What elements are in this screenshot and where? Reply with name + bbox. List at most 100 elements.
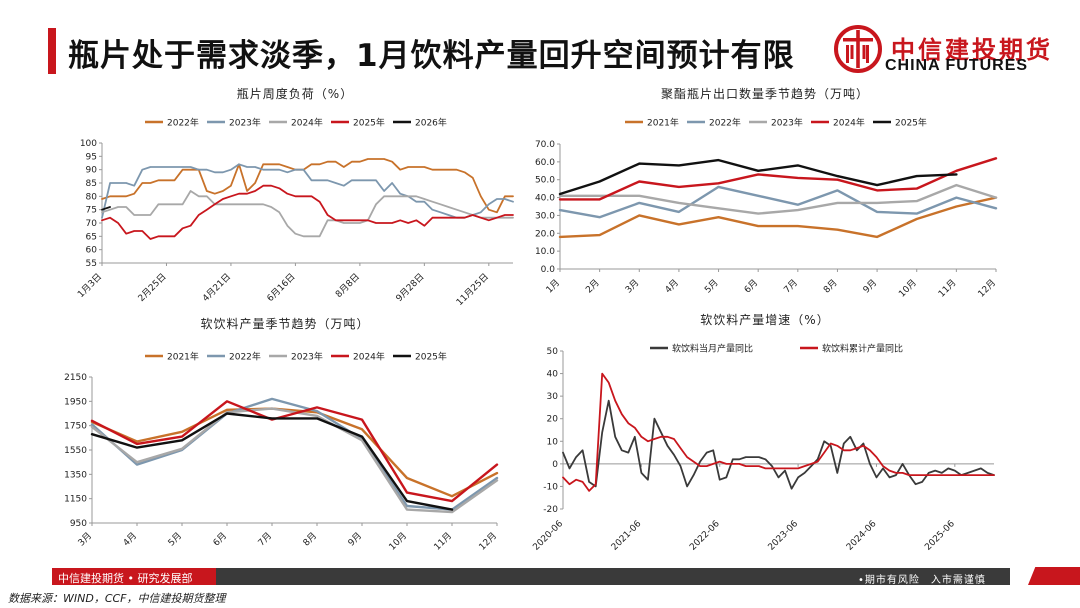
y-tick-label: 50 <box>547 347 559 357</box>
chart-svg: 瓶片周度负荷（%） 2022年 2023年 2024年 2025年 2026年 55 60 65… <box>76 86 514 308</box>
x-tick-label: 1月 <box>544 277 562 295</box>
footer-red-block <box>52 568 216 585</box>
y-tick-label: 90 <box>86 166 98 176</box>
legend-label: 2023年 <box>229 117 261 129</box>
x-tick-label: 2020-06 <box>531 519 565 553</box>
y-tick-label: 1550 <box>64 446 87 456</box>
brand-logo: 中信建投期货 CHINA FUTURES <box>833 24 1073 80</box>
x-tick-label: 6月 <box>211 530 229 548</box>
y-tick-label: 20 <box>547 415 559 425</box>
y-tick-label: 20.0 <box>535 229 555 239</box>
logo-english-name: CHINA FUTURES <box>885 57 1029 74</box>
x-tick-label: 1月3日 <box>76 271 105 300</box>
x-tick-label: 2021-06 <box>610 519 644 553</box>
y-tick-label: 50.0 <box>535 176 555 186</box>
legend-label: 2022年 <box>167 117 199 129</box>
y-tick-label: 70.0 <box>535 140 555 150</box>
y-tick-label: 10.0 <box>535 247 555 257</box>
x-tick-label: 2月 <box>584 277 602 295</box>
legend-label: 2023年 <box>291 351 323 363</box>
y-tick-label: 60 <box>86 246 98 256</box>
y-tick-label: 85 <box>86 179 97 189</box>
x-tick-label: 10月 <box>897 277 919 299</box>
x-tick-label: 3月 <box>623 277 641 295</box>
data-source-note: 数据来源：WIND，CCF，中信建投期货整理 <box>8 592 226 605</box>
chart-svg: 聚酯瓶片出口数量季节趋势（万吨） 2021年 2022年 2023年 2024年 2025… <box>535 86 998 300</box>
series-line <box>101 184 514 240</box>
chart-title: 聚酯瓶片出口数量季节趋势（万吨） <box>661 86 869 101</box>
y-tick-label: 40 <box>547 370 559 380</box>
legend-label: 2024年 <box>833 117 865 129</box>
x-tick-label: 2022-06 <box>688 519 722 553</box>
chart-title: 软饮料产量季节趋势（万吨） <box>200 317 369 331</box>
y-tick-label: 60.0 <box>535 158 555 168</box>
y-tick-label: 1750 <box>64 422 87 432</box>
legend-label: 2024年 <box>353 351 385 363</box>
legend-label: 2026年 <box>415 117 447 129</box>
page-title: 瓶片处于需求淡季，1月饮料产量回升空间预计有限 <box>68 38 795 74</box>
chart-soft-drink-output-growth: 软饮料产量增速（%） 软饮料当月产量同比 软饮料累计产量同比 -20 -10 0 10 20 3… <box>520 313 1010 559</box>
legend-label: 2023年 <box>771 117 803 129</box>
legend-label: 软饮料累计产量同比 <box>822 343 903 355</box>
series-line <box>562 399 995 490</box>
y-tick-label: 75 <box>86 206 97 216</box>
x-tick-label: 4月 <box>121 530 139 548</box>
series-line <box>558 157 998 201</box>
chart-svg: 软饮料产量增速（%） 软饮料当月产量同比 软饮料累计产量同比 -20 -10 0 10 20 3… <box>531 313 995 553</box>
y-tick-label: 1150 <box>64 495 87 505</box>
x-tick-label: 9月 <box>861 277 879 295</box>
footer-risk-warning: •期市有风险 入市需谨慎 <box>858 575 986 586</box>
title-accent-bar <box>48 28 56 74</box>
y-tick-label: 1350 <box>64 470 87 480</box>
legend-label: 2022年 <box>709 117 741 129</box>
x-tick-label: 2024-06 <box>845 519 879 553</box>
y-tick-label: 1950 <box>64 397 87 407</box>
x-tick-label: 5月 <box>702 277 720 295</box>
y-tick-label: 80 <box>86 192 98 202</box>
x-tick-label: 6月 <box>742 277 760 295</box>
chart-title: 瓶片周度负荷（%） <box>237 86 353 101</box>
footer-bar <box>52 568 1010 585</box>
y-tick-label: 2150 <box>64 373 87 383</box>
y-tick-label: 0.0 <box>541 265 556 275</box>
x-tick-label: 2月25日 <box>136 271 169 304</box>
x-tick-label: 4月 <box>663 277 681 295</box>
footer-arrow-shape <box>1028 567 1080 585</box>
x-tick-label: 11月25日 <box>454 271 491 308</box>
legend-label: 2025年 <box>895 117 927 129</box>
series-line <box>90 407 499 498</box>
y-tick-label: 30.0 <box>535 211 555 221</box>
x-tick-label: 6月16日 <box>265 271 298 304</box>
series-line <box>558 158 958 196</box>
series-line <box>558 196 998 239</box>
y-tick-label: 55 <box>86 259 97 269</box>
series-line <box>562 372 995 492</box>
x-tick-label: 8月8日 <box>333 271 362 300</box>
x-tick-label: 5月 <box>166 530 184 548</box>
x-tick-label: 9月 <box>346 530 364 548</box>
chart-title: 软饮料产量增速（%） <box>700 313 829 327</box>
series-line <box>90 407 499 514</box>
x-tick-label: 2023-06 <box>767 519 801 553</box>
series-line <box>101 163 514 219</box>
y-tick-label: 950 <box>70 519 87 529</box>
y-tick-label: -20 <box>543 505 558 515</box>
chart-bottle-chip-exports: 聚酯瓶片出口数量季节趋势（万吨） 2021年 2022年 2023年 2024年 2025… <box>520 84 1010 316</box>
x-tick-label: 8月 <box>301 530 319 548</box>
x-tick-label: 11月 <box>936 277 958 299</box>
legend-label: 2024年 <box>291 117 323 129</box>
y-tick-label: 40.0 <box>535 194 555 204</box>
x-tick-label: 7月 <box>782 277 800 295</box>
legend-label: 软饮料当月产量同比 <box>672 343 753 355</box>
x-tick-label: 12月 <box>976 277 998 299</box>
legend-label: 2021年 <box>167 351 199 363</box>
y-tick-label: 95 <box>86 152 97 162</box>
x-tick-label: 10月 <box>387 530 409 552</box>
y-tick-label: -10 <box>543 482 558 492</box>
chart-svg: 软饮料产量季节趋势（万吨） 2021年 2022年 2023年 2024年 2025年 95… <box>64 317 499 553</box>
series-line <box>101 190 514 238</box>
x-tick-label: 4月21日 <box>200 271 233 304</box>
series-line <box>90 397 499 511</box>
x-tick-label: 9月28日 <box>394 271 427 304</box>
series-line <box>101 206 111 211</box>
